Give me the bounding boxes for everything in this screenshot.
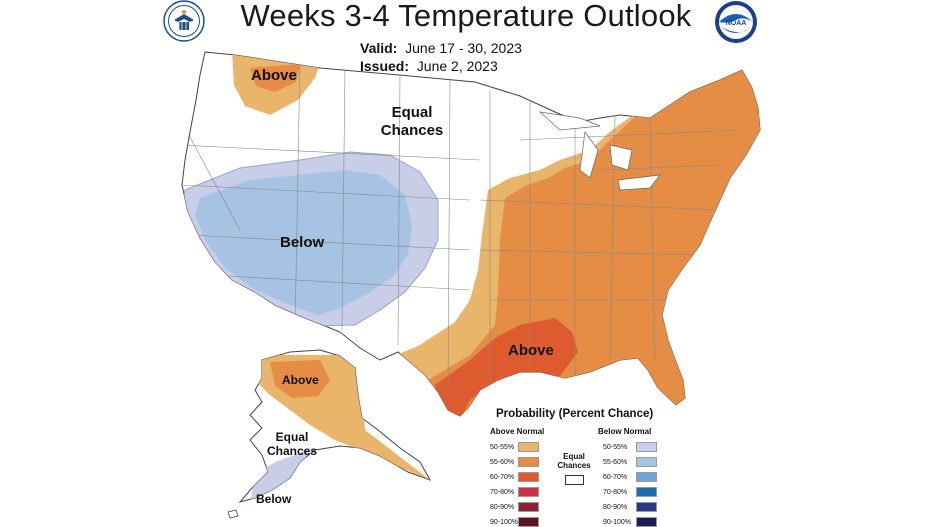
legend-above-label: 80-90%	[490, 504, 515, 511]
alaska-above-core	[270, 360, 330, 398]
label-above-gulf: Above	[508, 342, 554, 359]
label-below-west: Below	[280, 234, 325, 251]
legend-above-label: 50-55%	[490, 444, 515, 451]
legend-below-swatch	[636, 517, 657, 527]
below-inner	[195, 170, 412, 315]
legend-below-label: 80-90%	[603, 504, 628, 511]
label-equal-line2: Chances	[380, 122, 444, 139]
legend-below-swatch	[636, 502, 657, 512]
legend-equal-line2: Chances	[557, 461, 591, 470]
label-alaska-equal: Equal Chances	[264, 430, 320, 458]
great-lakes	[538, 111, 661, 191]
label-alaska-below: Below	[256, 492, 292, 506]
commerce-seal-logo	[163, 0, 205, 42]
label-equal-line1: Equal	[391, 104, 433, 121]
legend-equal-label: Equal Chances	[555, 452, 593, 470]
legend-equal-swatch	[565, 475, 584, 485]
legend-above-label: 55-60%	[490, 459, 515, 466]
legend-below-label: 55-60%	[603, 459, 628, 466]
label-alaska-above: Above	[282, 373, 319, 387]
legend-equal-line1: Equal	[563, 452, 585, 461]
legend-above-label: 90-100%	[490, 519, 519, 526]
label-alaska-equal-line1: Equal	[275, 430, 309, 444]
legend-title: Probability (Percent Chance)	[496, 408, 654, 420]
legend-below-label: 90-100%	[603, 519, 632, 526]
legend-below-label: 50-55%	[603, 444, 628, 451]
legend-above-swatch	[518, 472, 539, 482]
legend-above-label: 60-70%	[490, 474, 515, 481]
legend-above-header: Above Normal	[490, 427, 545, 436]
legend-above-swatch	[518, 487, 539, 497]
above-gulf-core	[435, 318, 578, 416]
label-equal-chances: Equal Chances	[378, 104, 446, 140]
issued-label: Issued:	[360, 58, 410, 74]
legend-above-swatch	[518, 517, 539, 527]
legend-below-swatch	[636, 472, 657, 482]
legend-above-swatch	[518, 502, 539, 512]
legend-above-label: 70-80%	[490, 489, 515, 496]
legend-below-swatch	[636, 457, 657, 467]
valid-value: June 17 - 30, 2023	[405, 40, 522, 56]
state-borders	[182, 59, 741, 396]
label-above-northwest: Above	[251, 67, 297, 84]
legend-above-swatch	[518, 442, 539, 452]
legend-below-label: 60-70%	[603, 474, 628, 481]
noaa-logo: NOAA	[715, 1, 757, 43]
legend-below-swatch	[636, 487, 657, 497]
date-info: Valid: June 17 - 30, 2023 Issued: June 2…	[360, 39, 522, 75]
label-alaska-equal-line2: Chances	[266, 444, 318, 458]
valid-label: Valid:	[360, 40, 398, 56]
hawaii-islands	[227, 509, 239, 519]
issued-value: June 2, 2023	[416, 58, 498, 74]
alaska-below-area	[250, 448, 310, 502]
noaa-logo-text: NOAA	[726, 20, 747, 27]
page-title: Weeks 3-4 Temperature Outlook	[240, 0, 692, 33]
above-northwest-core	[250, 64, 300, 92]
legend-below-swatch	[636, 442, 657, 452]
legend-above-swatch	[518, 457, 539, 467]
legend-below-label: 70-80%	[603, 489, 628, 496]
legend-below-header: Below Normal	[598, 427, 652, 436]
